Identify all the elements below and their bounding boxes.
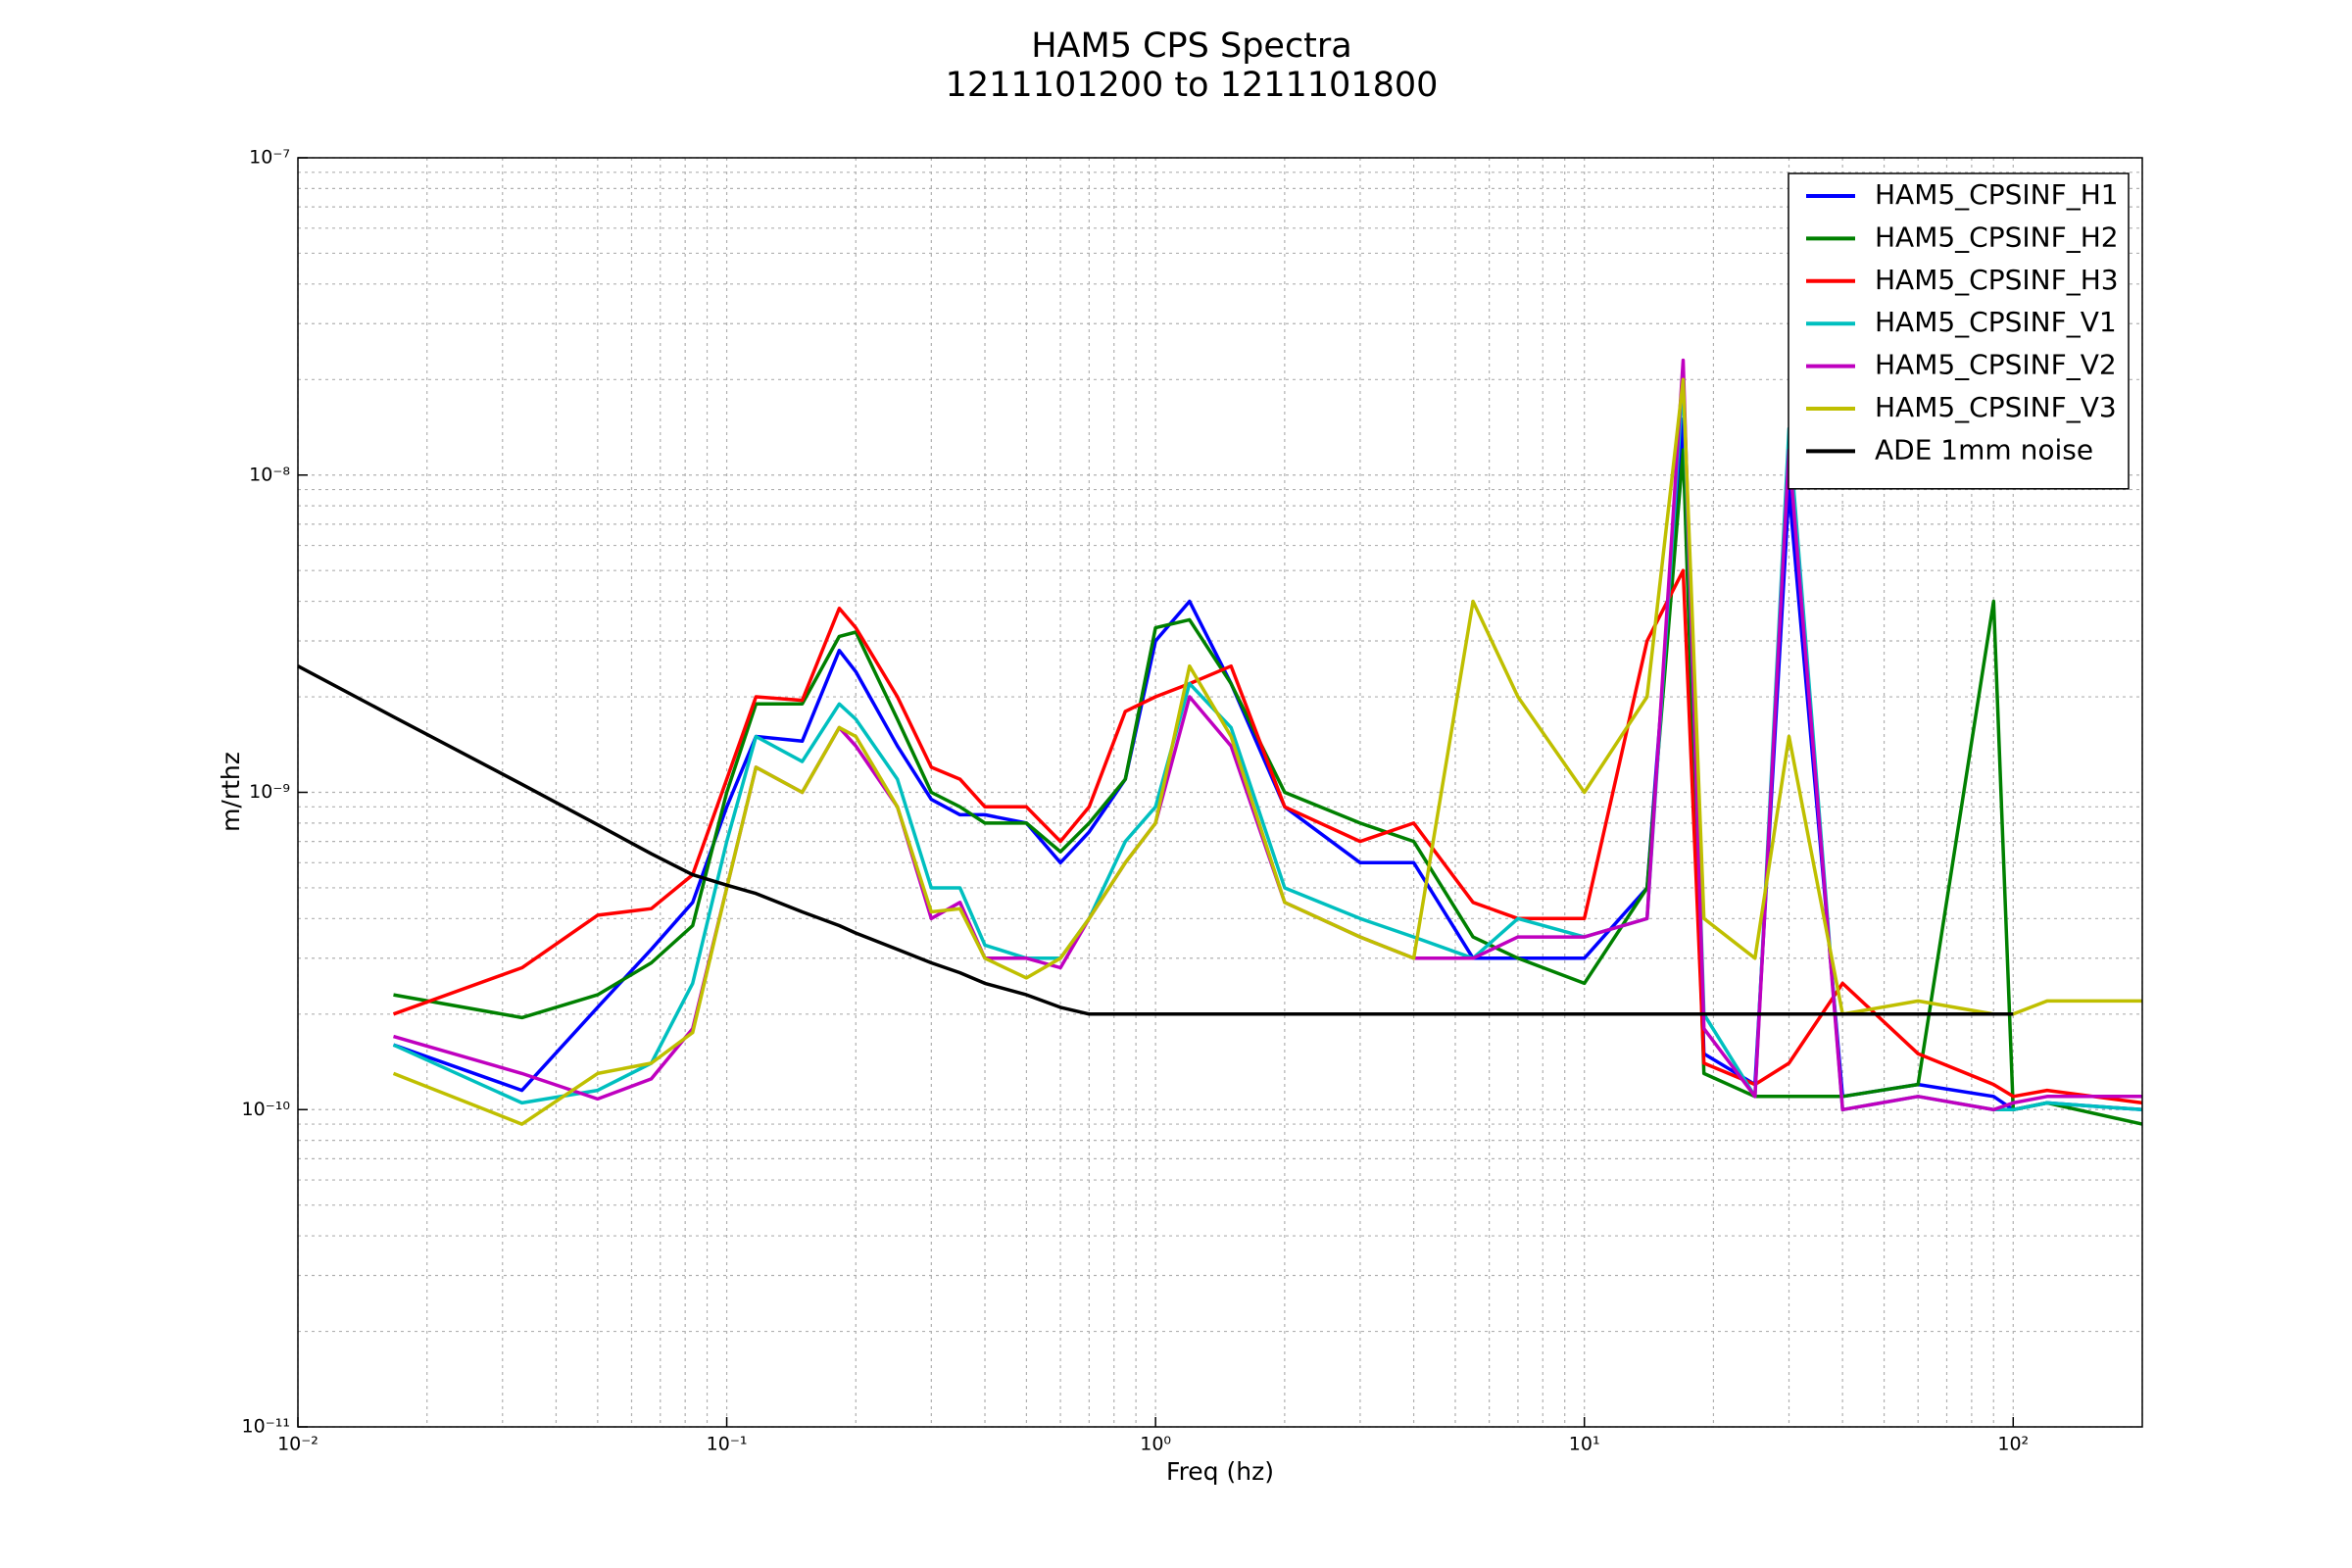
legend-label: HAM5_CPSINF_H2: [1875, 220, 2119, 253]
y-axis-label: m/rthz: [217, 752, 245, 832]
chart-subtitle: 1211101200 to 1211101800: [946, 66, 1439, 105]
series-line: [297, 664, 2014, 1016]
x-tick-label: 10²: [1997, 1434, 2029, 1455]
legend-label: HAM5_CPSINF_H1: [1875, 178, 2119, 211]
legend: HAM5_CPSINF_H1 HAM5_CPSINF_H2 HAM5_CPSINF_…: [1788, 172, 2130, 490]
legend-label: HAM5_CPSINF_V1: [1875, 306, 2117, 338]
plot-frame: [297, 157, 2143, 1428]
series-line: [392, 568, 2143, 1105]
y-tick-label: 10⁻⁷: [249, 147, 290, 169]
series-line: [393, 448, 2143, 1126]
y-tick-label: 10⁻⁸: [249, 464, 290, 485]
x-tick-label: 10⁻²: [277, 1434, 318, 1455]
x-tick-label: 10¹: [1569, 1434, 1600, 1455]
x-tick-label: 10⁻¹: [707, 1434, 748, 1455]
y-tick-label: 10⁻⁹: [249, 781, 290, 803]
y-tick-label: 10⁻¹¹: [242, 1416, 290, 1438]
legend-label: HAM5_CPSINF_V3: [1875, 391, 2117, 423]
series-line: [392, 377, 2142, 1126]
legend-label: HAM5_CPSINF_H3: [1875, 264, 2119, 296]
y-tick-label: 10⁻¹⁰: [242, 1099, 290, 1120]
x-axis-label: Freq (hz): [1166, 1457, 1274, 1486]
legend-label: ADE 1mm noise: [1875, 433, 2093, 466]
legend-label: HAM5_CPSINF_V2: [1875, 349, 2117, 381]
legend-box: [1788, 172, 2130, 490]
chart-title: HAM5 CPS Spectra: [1031, 26, 1352, 66]
x-tick-label: 10⁰: [1140, 1434, 1171, 1455]
